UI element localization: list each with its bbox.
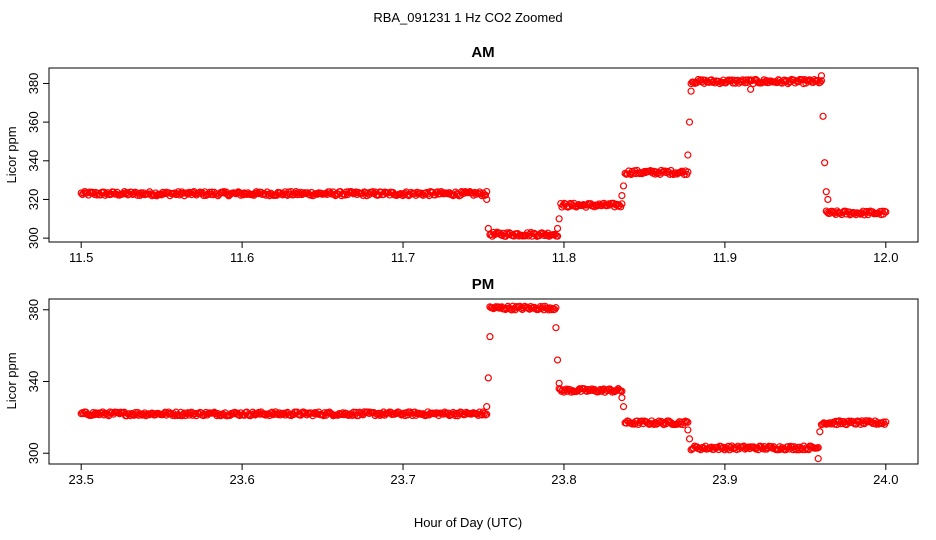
am-data-point bbox=[618, 200, 626, 208]
am-transition-point bbox=[821, 159, 829, 167]
am-y-tick-label: 380 bbox=[26, 73, 41, 95]
pm-transition-point bbox=[552, 324, 560, 332]
am-series-segment bbox=[77, 187, 491, 200]
pm-data-point bbox=[171, 412, 179, 420]
am-data-point bbox=[553, 232, 562, 240]
am-y-axis-label: Licor ppm bbox=[4, 126, 19, 183]
pm-transition-point bbox=[486, 333, 494, 341]
am-data-point bbox=[89, 189, 97, 197]
am-y-tick-label: 320 bbox=[26, 189, 41, 211]
pm-transition-point bbox=[484, 374, 492, 382]
pm-transition-point bbox=[685, 435, 694, 443]
pm-y-tick-label: 380 bbox=[26, 299, 41, 321]
pm-data-point bbox=[814, 443, 822, 452]
pm-data-point bbox=[551, 305, 559, 313]
x-axis-label: Hour of Day (UTC) bbox=[414, 515, 522, 530]
am-transition-point bbox=[819, 112, 827, 120]
am-x-tick-label: 11.7 bbox=[391, 250, 415, 265]
am-data-point bbox=[684, 168, 692, 176]
am-transition-point bbox=[824, 195, 832, 204]
pm-data-point bbox=[684, 418, 692, 426]
pm-plot-frame bbox=[48, 298, 919, 465]
am-transition-point bbox=[684, 151, 692, 159]
pm-transition-point bbox=[814, 455, 822, 463]
pm-data-point bbox=[483, 410, 491, 418]
pm-series-segment bbox=[555, 385, 626, 396]
pm-y-tick-label: 340 bbox=[26, 371, 41, 393]
pm-x-tick-label: 23.7 bbox=[390, 472, 415, 487]
am-x-tick-label: 11.8 bbox=[552, 250, 576, 265]
pm-series-segment bbox=[687, 442, 822, 454]
am-data-point bbox=[882, 208, 890, 216]
am-points bbox=[77, 72, 890, 240]
am-transition-point bbox=[747, 85, 755, 93]
am-transition-point bbox=[817, 72, 826, 80]
am-data-point bbox=[199, 191, 208, 200]
am-series-segment bbox=[486, 228, 562, 240]
am-transition-point bbox=[618, 192, 626, 200]
pm-data-point bbox=[512, 303, 520, 311]
pm-data-point bbox=[552, 304, 560, 312]
pm-data-point bbox=[863, 417, 871, 425]
am-data-point bbox=[816, 78, 824, 86]
pm-transition-point bbox=[816, 428, 824, 436]
am-data-point bbox=[481, 191, 490, 199]
am-panel-title: AM bbox=[471, 44, 494, 61]
pm-y-tick-label: 300 bbox=[26, 442, 41, 464]
pm-series-segment bbox=[621, 417, 692, 429]
pm-panel-title: PM bbox=[472, 276, 495, 293]
am-series-segment bbox=[687, 75, 826, 88]
am-x-tick-label: 11.5 bbox=[69, 250, 93, 265]
pm-series-segment bbox=[817, 417, 890, 429]
pm-transition-point bbox=[555, 379, 563, 387]
pm-series-segment bbox=[77, 408, 491, 420]
figure-title: RBA_091231 1 Hz CO2 Zoomed bbox=[373, 10, 562, 25]
am-y-tick-label: 340 bbox=[26, 150, 41, 172]
am-transition-point bbox=[685, 118, 694, 126]
pm-transition-point bbox=[684, 426, 692, 434]
am-series-segment bbox=[557, 199, 626, 211]
am-data-point bbox=[645, 167, 653, 176]
am-y-tick-label: 300 bbox=[26, 227, 41, 249]
am-x-tick-label: 11.9 bbox=[713, 250, 737, 265]
am-transition-point bbox=[619, 182, 628, 190]
am-x-tick-label: 12.0 bbox=[873, 250, 898, 265]
am-y-tick-label: 360 bbox=[26, 111, 41, 133]
pm-x-tick-label: 23.9 bbox=[712, 472, 737, 487]
am-ticks: 11.5 11.6 11.7 11.8 11.9 12.0 300 320 340 360 380 bbox=[26, 73, 898, 265]
am-panel: AM Licor ppm 11.5 11.6 11.7 11.8 11.9 12.0 300… bbox=[4, 44, 919, 265]
am-transition-point bbox=[822, 188, 830, 196]
pm-transition-point bbox=[618, 394, 626, 402]
pm-x-tick-label: 23.5 bbox=[69, 472, 94, 487]
am-data-point bbox=[817, 77, 826, 85]
pm-data-point bbox=[613, 386, 621, 394]
pm-points bbox=[77, 302, 890, 463]
pm-panel: PM Licor ppm 23.5 23.6 23.7 23.8 23.9 24.0 300… bbox=[4, 276, 919, 487]
am-series-segment bbox=[822, 207, 890, 219]
am-data-point bbox=[710, 77, 718, 85]
pm-x-tick-label: 23.8 bbox=[551, 472, 576, 487]
am-transition-point bbox=[484, 224, 492, 233]
am-transition-point bbox=[555, 215, 563, 223]
pm-y-axis-label: Licor ppm bbox=[4, 352, 19, 409]
am-plot-frame bbox=[48, 67, 919, 243]
am-data-point bbox=[594, 201, 602, 209]
pm-x-tick-label: 24.0 bbox=[873, 472, 898, 487]
am-transition-point bbox=[553, 224, 562, 233]
pm-transition-point bbox=[619, 403, 628, 411]
am-data-point bbox=[483, 187, 491, 196]
pm-transition-point bbox=[553, 356, 562, 364]
pm-x-tick-label: 23.6 bbox=[229, 472, 254, 487]
pm-series-segment bbox=[486, 302, 560, 314]
am-transition-point bbox=[483, 195, 491, 204]
pm-ticks: 23.5 23.6 23.7 23.8 23.9 24.0 300 340 380 bbox=[26, 299, 898, 487]
pm-data-point bbox=[882, 418, 890, 426]
am-series-segment bbox=[621, 166, 692, 179]
pm-data-point bbox=[777, 445, 785, 453]
am-x-tick-label: 11.6 bbox=[230, 250, 254, 265]
pm-transition-point bbox=[483, 403, 491, 411]
am-transition-point bbox=[687, 87, 695, 95]
